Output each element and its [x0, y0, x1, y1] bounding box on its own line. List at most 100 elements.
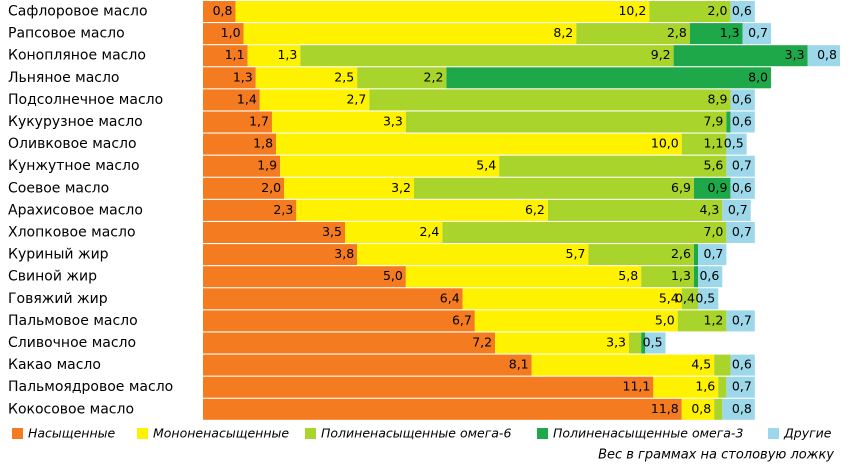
value-label: 1,3 — [671, 268, 691, 283]
value-label: 0,9 — [708, 180, 728, 195]
value-label: 3,3 — [785, 47, 805, 62]
bar-segment — [462, 288, 682, 310]
value-label: 6,4 — [440, 290, 460, 305]
bar-segment — [693, 266, 698, 288]
bar-segment — [203, 177, 285, 199]
bar-segment — [357, 67, 447, 89]
bar-segment — [203, 266, 406, 288]
value-label: 0,6 — [699, 268, 719, 283]
bar-segment — [730, 111, 755, 133]
bar-segment — [653, 376, 719, 398]
value-label: 2,0 — [261, 180, 281, 195]
value-label: 1,2 — [704, 312, 724, 327]
bar-segment — [697, 288, 719, 310]
value-label: 10,2 — [618, 3, 646, 18]
value-label: 5,6 — [704, 158, 724, 173]
bar-segment — [495, 332, 630, 354]
bar-segment — [576, 23, 690, 45]
value-label: 6,2 — [525, 202, 545, 217]
bar-segment — [681, 288, 698, 310]
bar-segment — [677, 310, 727, 332]
value-label: 3,5 — [322, 224, 342, 239]
bar-segment — [474, 310, 678, 332]
bar-segment — [300, 45, 674, 67]
bar-segment — [413, 177, 694, 199]
bar-segment — [726, 310, 755, 332]
category-label: Свиной жир — [8, 269, 97, 285]
value-label: 2,5 — [334, 69, 354, 84]
value-label: 1,8 — [253, 136, 273, 151]
value-label: 5,8 — [618, 268, 638, 283]
bar-segment — [296, 199, 548, 221]
value-label: 5,0 — [655, 312, 675, 327]
value-label: 0,7 — [732, 158, 752, 173]
bar-segment — [247, 45, 301, 67]
category-label: Хлопковое масло — [8, 225, 136, 241]
value-label: 5,4 — [659, 290, 679, 305]
category-label: Говяжий жир — [8, 291, 108, 307]
bar-segment — [259, 89, 370, 111]
value-label: 9,2 — [651, 47, 671, 62]
bar-segment — [693, 177, 731, 199]
category-label: Какао масло — [8, 357, 101, 373]
value-label: 1,3 — [720, 25, 740, 40]
value-label: 0,8 — [732, 401, 752, 416]
category-label: Оливковое масло — [8, 136, 137, 152]
value-label: 3,3 — [606, 335, 626, 350]
value-label: 1,1 — [704, 136, 724, 151]
category-label: Кукурузное масло — [8, 114, 143, 130]
value-label: 1,7 — [249, 114, 269, 129]
value-label: 0,6 — [732, 357, 752, 372]
value-label: 6,9 — [671, 180, 691, 195]
value-label: 4,5 — [691, 357, 711, 372]
value-label: 8,2 — [553, 25, 573, 40]
bar-segment — [203, 222, 346, 243]
bar-segment — [203, 332, 496, 354]
bar-segment — [726, 133, 747, 155]
bar-segment — [446, 67, 772, 89]
legend-swatch — [537, 428, 548, 439]
legend-swatch — [305, 428, 316, 439]
bar-segment — [726, 155, 755, 177]
value-label: 1,3 — [233, 69, 253, 84]
value-label: 3,8 — [334, 246, 354, 261]
bar-segment — [730, 354, 755, 376]
legend-label: Полиненасыщенные омега-6 — [321, 426, 511, 441]
value-label: 7,2 — [472, 335, 492, 350]
value-label: 10,0 — [651, 136, 679, 151]
legend-label: Насыщенные — [28, 426, 115, 441]
value-label: 7,0 — [704, 224, 724, 239]
bar-segment — [730, 1, 755, 22]
bar-segment — [235, 1, 650, 22]
bar-segment — [405, 266, 642, 288]
bar-segment — [271, 111, 406, 133]
value-label: 0,8 — [691, 401, 711, 416]
bar-segment — [645, 332, 666, 354]
legend-swatch — [12, 428, 23, 439]
value-label: 0,6 — [732, 3, 752, 18]
bar-segment — [681, 398, 715, 420]
value-label: 0,7 — [748, 25, 768, 40]
bar-segment — [726, 376, 755, 398]
category-label: Сафлоровое масло — [8, 4, 148, 20]
bar-segment — [203, 111, 272, 133]
value-label: 0,7 — [732, 312, 752, 327]
value-label: 0,7 — [732, 379, 752, 394]
value-label: 1,0 — [221, 25, 241, 40]
legend-label: Мононенасыщенные — [153, 426, 289, 441]
value-label: 2,2 — [424, 69, 444, 84]
value-label: 0,7 — [728, 202, 748, 217]
value-label: 1,1 — [225, 47, 245, 62]
value-label: 3,3 — [383, 114, 403, 129]
bar-segment — [726, 222, 755, 243]
bar-segment — [203, 354, 532, 376]
value-label: 3,2 — [391, 180, 411, 195]
value-label: 6,7 — [452, 312, 472, 327]
value-label: 0,5 — [695, 290, 715, 305]
legend-label: Полиненасыщенные омега-3 — [553, 426, 743, 441]
bar-segment — [689, 23, 743, 45]
category-label: Кокосовое масло — [8, 401, 134, 417]
value-label: 0,7 — [704, 246, 724, 261]
bar-segment — [255, 67, 358, 89]
